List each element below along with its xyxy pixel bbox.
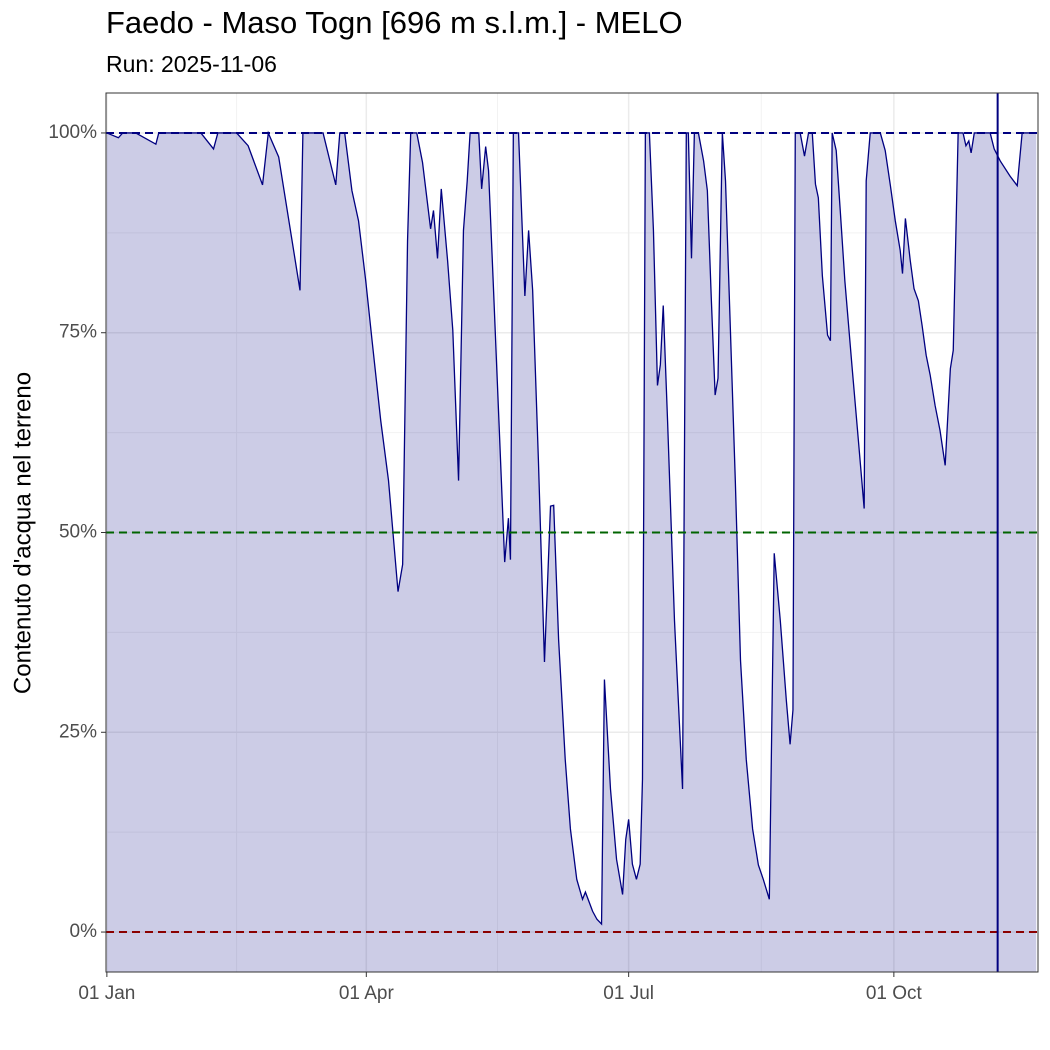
y-tick-label: 100%	[48, 122, 97, 143]
plot-border	[105, 92, 1039, 973]
x-tick-label: 01 Jul	[603, 983, 654, 1004]
x-tick-label: 01 Apr	[339, 983, 395, 1004]
y-tick-label: 50%	[59, 522, 97, 543]
area	[106, 132, 1037, 972]
y-tick-label: 75%	[59, 322, 97, 343]
y-axis-title: Contenuto d'acqua nel terreno	[9, 372, 36, 694]
chart-subtitle: Run: 2025-11-06	[106, 51, 277, 77]
x-tick-label: 01 Oct	[866, 983, 923, 1004]
chart-title: Faedo - Maso Togn [696 m s.l.m.] - MELO	[106, 5, 683, 40]
y-tick-label: 0%	[70, 921, 98, 942]
y-tick-label: 25%	[59, 721, 97, 742]
x-tick-label: 01 Jan	[78, 983, 135, 1004]
line	[106, 130, 1037, 926]
